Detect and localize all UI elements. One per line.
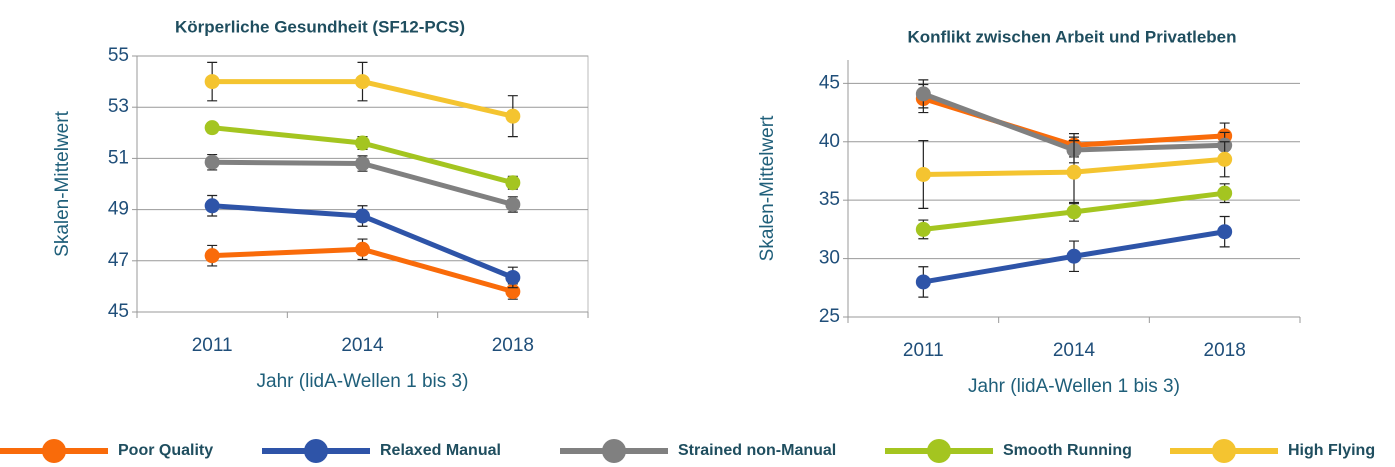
data-point — [355, 208, 370, 224]
legend-label: Smooth Running — [1003, 442, 1132, 459]
data-point — [1217, 151, 1233, 167]
data-point — [915, 166, 931, 182]
legend-marker — [42, 439, 66, 463]
data-point — [1066, 248, 1082, 264]
y-tick-label: 45 — [108, 301, 129, 322]
data-point — [204, 248, 220, 264]
y-axis-title: Skalen-Mittelwert — [757, 115, 778, 261]
y-tick-label: 47 — [108, 250, 129, 271]
data-point — [915, 221, 931, 237]
data-point — [505, 269, 521, 285]
legend-marker — [304, 439, 328, 463]
legend-marker — [927, 439, 951, 463]
chart-title: Konflikt zwischen Arbeit und Privatleben — [907, 27, 1236, 46]
x-tick-label: 2011 — [192, 335, 233, 356]
data-point — [204, 74, 220, 90]
y-tick-label: 53 — [108, 96, 129, 117]
y-tick-label: 51 — [108, 147, 129, 168]
x-tick-label: 2014 — [1053, 340, 1096, 361]
data-point — [505, 108, 521, 124]
data-point — [1066, 204, 1082, 220]
data-point — [355, 241, 370, 257]
chart-title: Körperliche Gesundheit (SF12-PCS) — [175, 17, 465, 36]
legend-marker — [602, 439, 626, 463]
data-point — [204, 154, 220, 170]
data-point — [1066, 164, 1082, 180]
y-tick-label: 40 — [819, 131, 840, 152]
x-tick-label: 2011 — [903, 340, 944, 361]
data-point — [355, 135, 370, 151]
data-point — [915, 274, 931, 290]
data-point — [505, 175, 521, 191]
y-axis-title: Skalen-Mittelwert — [52, 110, 73, 256]
data-point — [355, 156, 370, 172]
x-tick-label: 2018 — [1204, 340, 1246, 361]
y-tick-label: 55 — [108, 45, 129, 66]
y-tick-label: 45 — [819, 72, 840, 93]
y-tick-label: 49 — [108, 199, 129, 220]
data-point — [505, 196, 521, 212]
data-point — [204, 120, 220, 136]
legend-label: Strained non-Manual — [678, 442, 836, 459]
x-axis-title: Jahr (lidA-Wellen 1 bis 3) — [968, 376, 1180, 397]
legend-label: Poor Quality — [118, 442, 213, 459]
data-point — [1217, 224, 1233, 240]
y-tick-label: 30 — [819, 248, 840, 269]
y-tick-label: 25 — [819, 306, 840, 327]
legend-label: High Flying — [1288, 442, 1375, 459]
legend-label: Relaxed Manual — [380, 442, 501, 459]
data-point — [1217, 185, 1233, 201]
data-point — [355, 74, 370, 90]
x-tick-label: 2018 — [492, 335, 534, 356]
data-point — [915, 86, 931, 102]
x-tick-label: 2014 — [341, 335, 384, 356]
y-tick-label: 35 — [819, 189, 840, 210]
legend-marker — [1212, 439, 1236, 463]
x-axis-title: Jahr (lidA-Wellen 1 bis 3) — [257, 371, 469, 392]
data-point — [204, 198, 220, 214]
